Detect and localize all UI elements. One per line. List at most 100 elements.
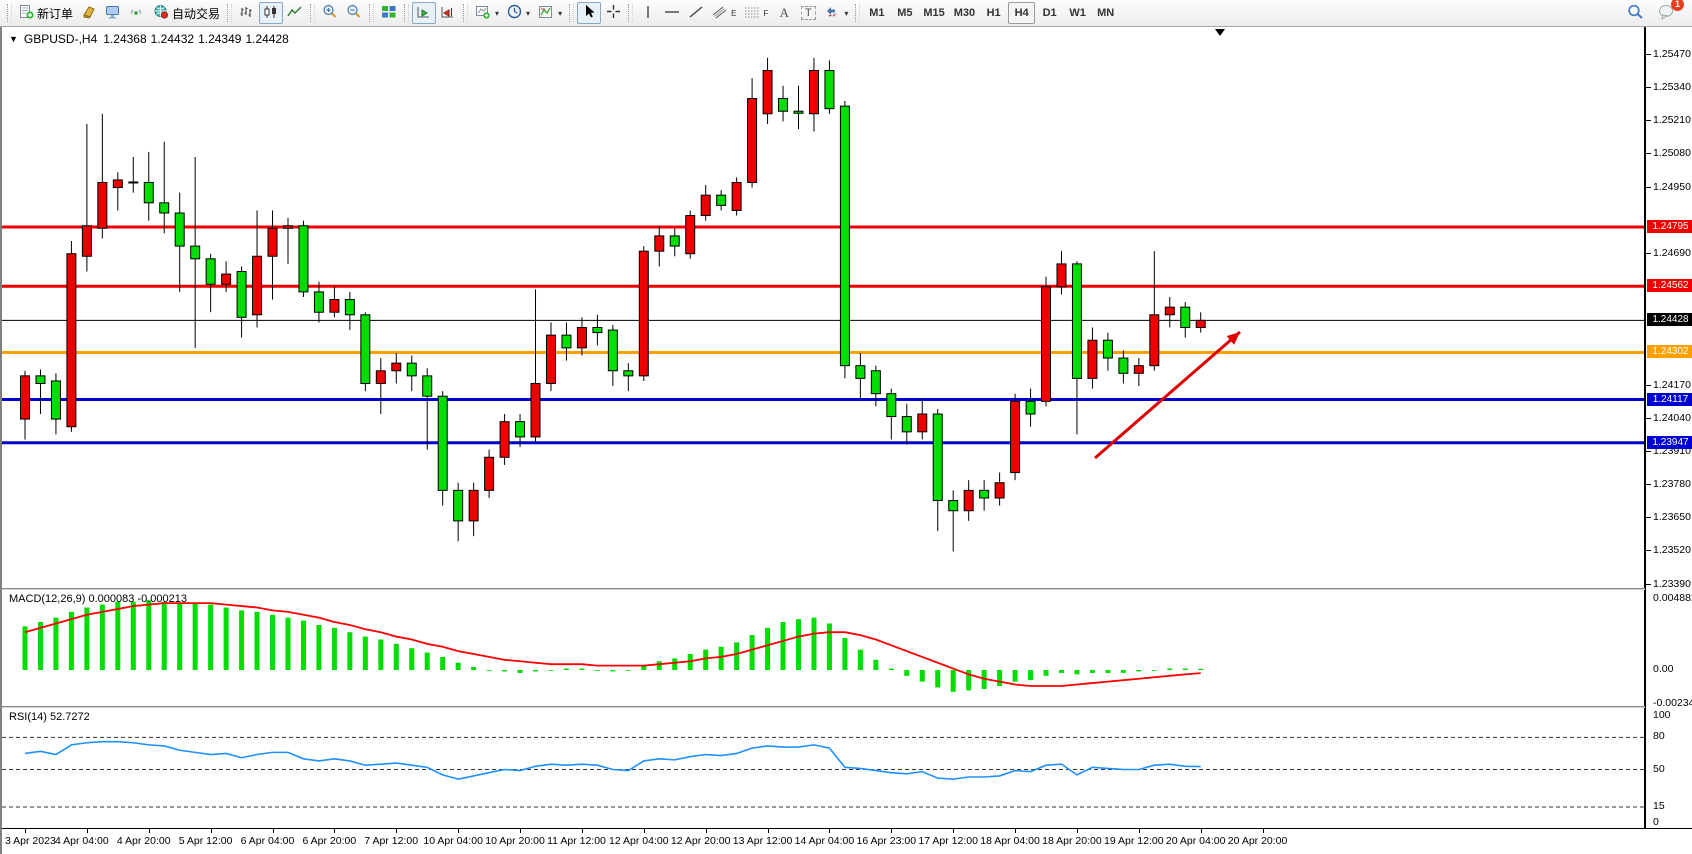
bar-chart-icon: [239, 5, 255, 22]
bull-candle: [1041, 286, 1052, 402]
tf-mn-button[interactable]: MN: [1097, 7, 1115, 19]
bear-candle: [344, 299, 355, 316]
signals-button[interactable]: [125, 2, 149, 24]
bear-candle: [1025, 400, 1036, 415]
price-tag: 1.24562: [1647, 279, 1692, 293]
ohlc-close: 1.24428: [245, 32, 289, 46]
notifications-button[interactable]: 1: [1654, 0, 1684, 24]
tf-m15-button[interactable]: M15: [923, 7, 945, 19]
bear-candle: [623, 370, 634, 377]
bear-candle: [1118, 357, 1129, 374]
templates-button[interactable]: ▾: [534, 2, 566, 24]
bear-candle: [143, 181, 154, 204]
cursor-button[interactable]: [577, 2, 602, 24]
time-label: 5 Apr 12:00: [178, 835, 233, 847]
candlestick-chart-button[interactable]: [259, 2, 284, 24]
text-label-button[interactable]: T: [796, 2, 820, 24]
time-tick: [1015, 829, 1017, 833]
time-tick: [1138, 829, 1140, 833]
equidistant-channel-button[interactable]: E: [708, 2, 740, 24]
price-axis[interactable]: 1.25470 1.25340 1.25210 1.25080 1.24950 1.246…: [1645, 27, 1692, 828]
rsi-axis-label: 15: [1653, 799, 1665, 812]
macd-axis-label: 0.00: [1653, 663, 1674, 675]
zoom-in-button[interactable]: [318, 2, 342, 24]
tf-w1-button[interactable]: W1: [1069, 7, 1086, 19]
tf-m30-button[interactable]: M30: [953, 7, 976, 19]
terminal-button[interactable]: [101, 2, 125, 24]
fibonacci-button[interactable]: F: [740, 2, 772, 24]
price-tick-label: 1.23650: [1646, 511, 1691, 524]
bull-candle: [685, 215, 696, 255]
auto-scroll-button[interactable]: [412, 2, 437, 24]
bear-candle: [716, 194, 727, 206]
macd-histogram-bar: [935, 670, 941, 688]
tile-windows-button[interactable]: [377, 2, 401, 24]
bear-candle: [778, 98, 789, 112]
new-order-button[interactable]: 新订单: [15, 2, 77, 24]
macd-histogram-bar: [749, 635, 755, 670]
search-button[interactable]: [1623, 2, 1648, 24]
template-icon: [538, 5, 554, 22]
new-chart-button[interactable]: ▾: [471, 2, 503, 24]
horizontal-line-button[interactable]: [660, 2, 684, 24]
time-tick: [953, 829, 955, 833]
macd-histogram-bar: [502, 670, 508, 672]
timeframe-group: M1 M5 M15 M30 H1 H4 D1 W1 MN: [863, 2, 1119, 24]
macd-histogram-bar: [641, 665, 647, 670]
trendline-button[interactable]: [684, 2, 708, 24]
line-chart-button[interactable]: [283, 2, 307, 24]
main-chart-surface[interactable]: [2, 27, 1645, 588]
chart-shift-icon: [440, 5, 456, 22]
tf-m1-button[interactable]: M1: [869, 7, 885, 19]
text-button[interactable]: A: [772, 2, 796, 24]
panel-splitter[interactable]: [2, 706, 1692, 708]
tile-windows-icon: [381, 5, 397, 22]
bear-candle: [870, 370, 881, 395]
chevron-down-icon: ▾: [495, 8, 500, 18]
title-dropdown-icon[interactable]: ▼: [9, 34, 18, 44]
bull-candle: [1087, 339, 1098, 379]
styler-button[interactable]: [77, 2, 101, 24]
rsi-axis-label: 100: [1653, 709, 1671, 721]
trend-arrow-annotation[interactable]: [1094, 330, 1241, 460]
text-t-glyph: T: [800, 6, 816, 20]
macd-histogram-bar: [625, 670, 631, 671]
auto-trading-button[interactable]: 自动交易: [149, 2, 224, 24]
fibonacci-icon: [744, 5, 760, 22]
time-tick: [1076, 829, 1078, 833]
macd-value-main: 0.000083: [88, 593, 135, 605]
bull-candle: [112, 179, 123, 189]
time-label: 17 Apr 12:00: [918, 835, 978, 847]
chart-shift-marker-icon[interactable]: [1215, 29, 1225, 36]
bar-chart-button[interactable]: [235, 2, 259, 24]
time-axis[interactable]: 3 Apr 2023 4 Apr 04:00 4 Apr 20:00 5 Apr 12…: [2, 828, 1692, 854]
tf-h4-button[interactable]: H4: [1008, 2, 1036, 24]
macd-signal-line: [24, 602, 1201, 687]
panel-splitter[interactable]: [2, 588, 1692, 590]
tf-h1-button[interactable]: H1: [986, 7, 1001, 19]
macd-histogram-bar: [285, 617, 291, 670]
macd-panel-surface[interactable]: [2, 590, 1645, 706]
rsi-panel-surface[interactable]: [2, 708, 1645, 828]
arrows-button[interactable]: ▾: [820, 2, 852, 24]
macd-histogram-bar: [130, 601, 136, 670]
chat-bubble-icon: [1658, 4, 1676, 23]
bull-candle: [576, 327, 587, 349]
tf-d1-button[interactable]: D1: [1042, 7, 1057, 19]
bull-candle: [731, 181, 742, 211]
macd-histogram-bar: [99, 604, 105, 670]
tf-m5-button[interactable]: M5: [897, 7, 913, 19]
time-tick: [705, 829, 707, 833]
bull-candle: [499, 421, 510, 458]
vertical-line-button[interactable]: [636, 2, 660, 24]
price-tick-label: 1.23520: [1646, 544, 1691, 557]
macd-histogram-bar: [888, 668, 894, 670]
bear-candle: [453, 489, 464, 522]
chart-shift-button[interactable]: [436, 2, 460, 24]
zoom-out-button[interactable]: [342, 2, 366, 24]
zoom-out-icon: [346, 4, 362, 22]
macd-histogram-bar: [579, 668, 585, 670]
period-clock-button[interactable]: ▾: [503, 2, 534, 24]
crosshair-button[interactable]: [601, 2, 625, 24]
toolbar: 新订单 自动交易: [0, 0, 1692, 27]
